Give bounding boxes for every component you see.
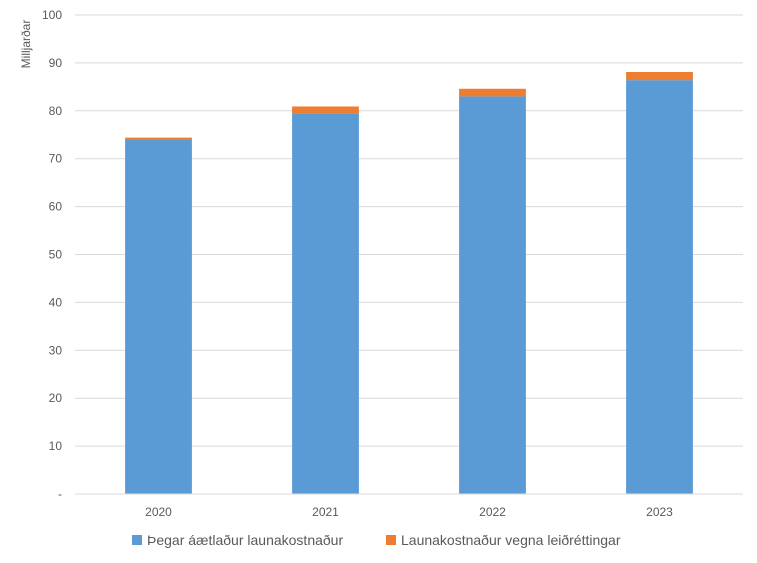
y-axis-label: Milljarðar	[19, 20, 33, 69]
bar-2020-series-0	[125, 140, 192, 495]
x-tick-label: 2020	[145, 505, 172, 519]
bar-2023-series-1	[626, 72, 693, 81]
legend-label-1: Launakostnaður vegna leiðréttingar	[401, 532, 621, 548]
bar-2022-series-1	[459, 88, 526, 97]
x-tick-label: 2021	[312, 505, 339, 519]
y-tick-label: 10	[49, 439, 63, 453]
y-tick-label: 80	[49, 104, 63, 118]
bar-2022-series-0	[459, 96, 526, 495]
x-tick-label: 2022	[479, 505, 506, 519]
legend-label-0: Þegar áætlaður launakostnaður	[147, 532, 343, 548]
y-tick-label: -	[58, 487, 62, 501]
y-tick-label: 20	[49, 391, 63, 405]
bar-2020-series-1	[125, 137, 192, 141]
bar-2021-series-0	[292, 113, 359, 494]
legend-swatch-1	[386, 535, 396, 545]
y-tick-label: 50	[49, 248, 63, 262]
bar-2023-series-0	[626, 80, 693, 495]
bar-2021-series-1	[292, 106, 359, 114]
bars	[125, 72, 693, 495]
y-tick-label: 90	[49, 56, 63, 70]
legend-swatch-0	[132, 535, 142, 545]
x-tick-label: 2023	[646, 505, 673, 519]
y-tick-label: 60	[49, 200, 63, 214]
y-tick-label: 40	[49, 295, 63, 309]
y-tick-label: 100	[42, 8, 62, 22]
y-tick-label: 30	[49, 343, 63, 357]
legend: Þegar áætlaður launakostnaður Launakostna…	[132, 532, 621, 548]
y-tick-label: 70	[49, 152, 63, 166]
axes: - 10 20 30 40 50 60 70 80 90 100 2020 2021 2022 2023	[42, 8, 743, 519]
